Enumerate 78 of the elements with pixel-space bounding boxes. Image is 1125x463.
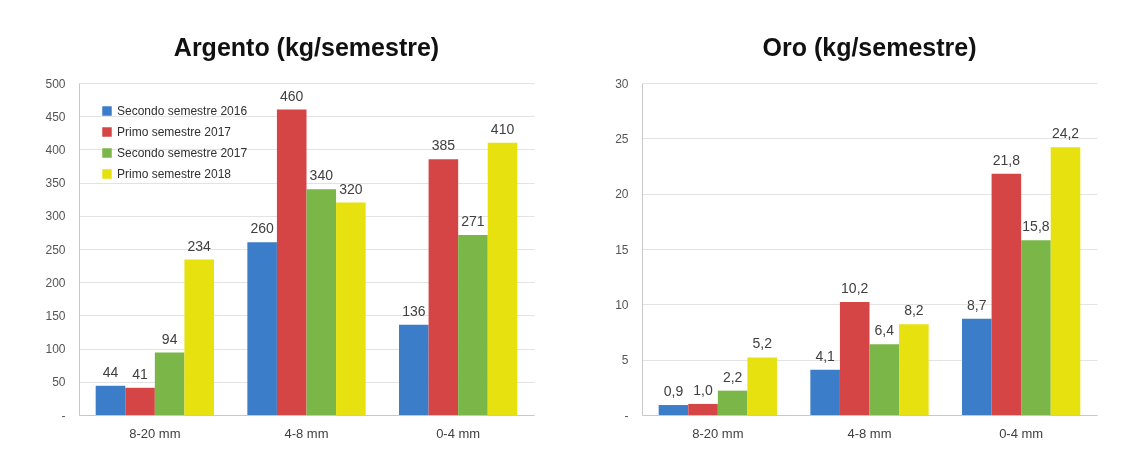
bar: [839, 302, 870, 415]
bar: [276, 109, 307, 415]
x-tick-label: 0-4 mm: [999, 425, 1044, 441]
legend-label: Primo semestre 2017: [117, 125, 232, 139]
y-tick-label: 50: [52, 375, 66, 390]
bar: [991, 173, 1022, 415]
data-label: 340: [309, 167, 334, 184]
y-tick-label: 300: [45, 209, 66, 224]
bar: [962, 318, 992, 415]
data-label: 136: [402, 302, 426, 319]
data-label: 460: [280, 87, 304, 104]
bar: [336, 202, 366, 415]
x-tick-label: 4-8 mm: [284, 425, 329, 441]
data-label: 2,2: [722, 368, 743, 385]
data-label: 4,1: [815, 347, 836, 364]
y-tick-label: 100: [45, 342, 66, 357]
data-label: 0,9: [663, 383, 684, 400]
y-tick-label: 150: [45, 308, 66, 323]
data-label: 10,2: [841, 280, 869, 297]
y-tick-label: 350: [45, 176, 66, 191]
bar: [899, 324, 929, 415]
bar: [399, 324, 429, 415]
data-label: 41: [132, 365, 149, 382]
data-label: 1,0: [693, 381, 713, 398]
y-tick-label: 20: [615, 187, 629, 202]
y-tick-label: 200: [45, 275, 66, 290]
bar: [154, 352, 185, 415]
bar: [428, 159, 459, 415]
bar: [458, 235, 488, 415]
bar: [306, 189, 337, 415]
bar: [810, 369, 840, 415]
data-label: 15,8: [1022, 218, 1050, 235]
bar: [125, 387, 155, 415]
data-label: 320: [339, 180, 363, 197]
y-tick-label: -: [61, 408, 66, 423]
y-tick-label: 30: [615, 76, 629, 91]
data-label: 271: [461, 213, 485, 230]
data-label: 24,2: [1051, 125, 1080, 142]
bar: [95, 385, 126, 415]
y-tick-label: 5: [621, 353, 629, 368]
x-tick-label: 4-8 mm: [847, 425, 892, 441]
data-label: 94: [161, 330, 178, 347]
y-tick-label: 10: [615, 297, 629, 312]
chart-title: Oro (kg/semestre): [762, 33, 977, 61]
x-tick-label: 8-20 mm: [692, 425, 744, 441]
bar: [247, 242, 277, 415]
legend-label: Secondo semestre 2016: [117, 104, 248, 118]
legend-label: Primo semestre 2018: [117, 167, 232, 181]
bar: [184, 259, 214, 415]
legend-label: Secondo semestre 2017: [117, 146, 248, 160]
bar: [1050, 147, 1081, 415]
data-label: 260: [250, 220, 275, 237]
data-label: 8,2: [904, 302, 924, 319]
y-tick-label: 450: [45, 109, 66, 124]
x-tick-label: 8-20 mm: [129, 425, 181, 441]
bar: [688, 403, 718, 415]
data-label: 410: [490, 120, 515, 137]
data-label: 234: [187, 237, 212, 254]
chart-title: Argento (kg/semestre): [173, 33, 440, 61]
data-label: 44: [102, 363, 119, 380]
bar: [717, 390, 748, 415]
bar: [487, 142, 518, 415]
y-tick-label: 25: [615, 131, 629, 146]
y-tick-label: 250: [45, 242, 66, 257]
data-label: 6,4: [874, 322, 895, 339]
bar: [747, 357, 777, 415]
x-tick-label: 0-4 mm: [436, 425, 481, 441]
y-tick-label: 400: [45, 142, 66, 157]
y-tick-label: -: [624, 408, 629, 423]
data-label: 21,8: [992, 151, 1021, 168]
bar: [658, 405, 689, 415]
y-tick-label: 500: [45, 76, 66, 91]
data-label: 8,7: [967, 296, 987, 313]
data-label: 5,2: [752, 335, 773, 352]
y-tick-label: 15: [615, 242, 629, 257]
data-label: 385: [431, 137, 456, 154]
bar: [869, 344, 900, 415]
bar: [1021, 240, 1051, 415]
